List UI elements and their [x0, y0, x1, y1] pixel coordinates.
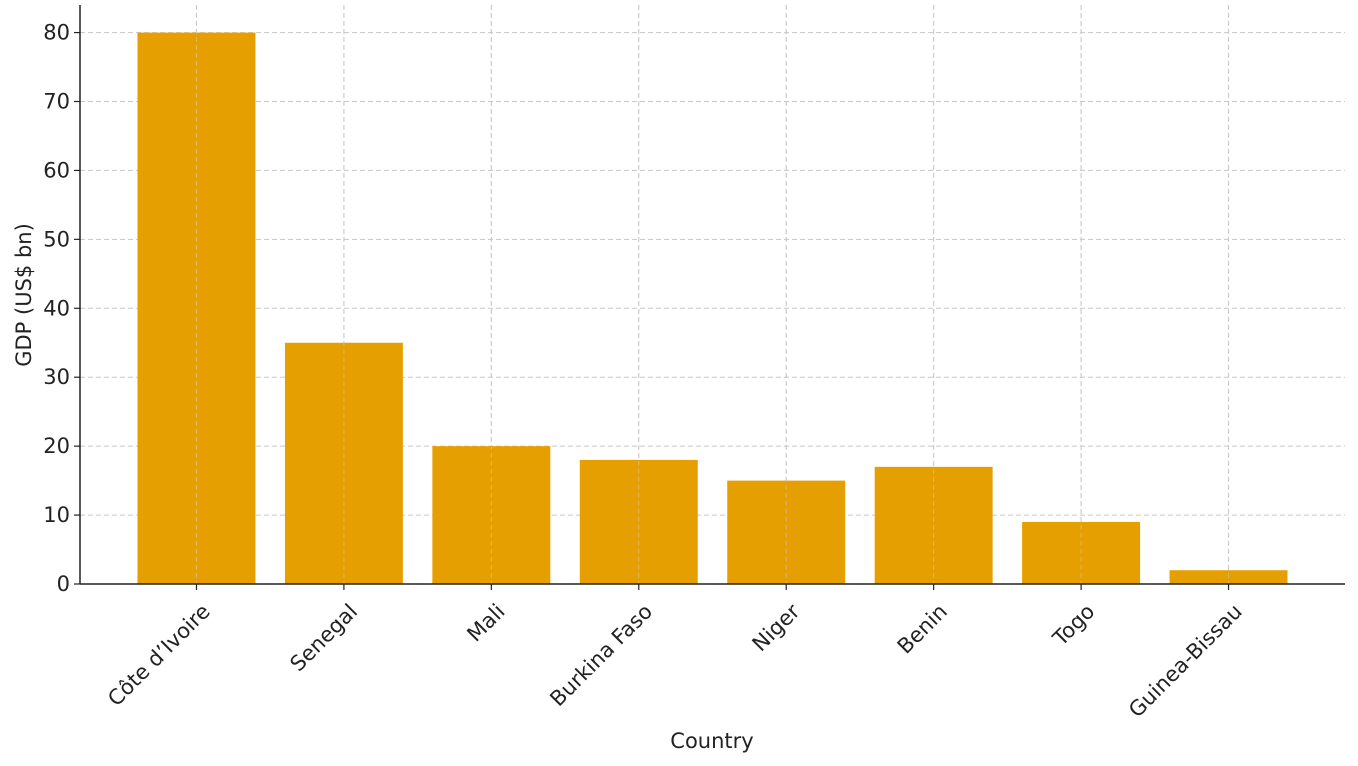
y-tick-label: 50 — [43, 227, 70, 251]
x-tick-label: Togo — [1048, 599, 1100, 651]
y-tick-label: 10 — [43, 503, 70, 527]
x-tick-label: Niger — [748, 599, 805, 656]
x-tick-label: Benin — [893, 599, 952, 658]
bar — [137, 32, 256, 585]
x-tick-label: Guinea-Bissau — [1124, 599, 1247, 722]
bar — [432, 446, 551, 584]
x-tick-label: Burkina Faso — [545, 599, 657, 711]
y-tick-label: 60 — [43, 158, 70, 182]
y-tick-label: 70 — [43, 90, 70, 114]
x-tick-label: Mali — [462, 599, 509, 646]
x-tick-label: Senegal — [285, 599, 362, 676]
y-tick-label: 0 — [57, 572, 70, 596]
y-axis-title: GDP (US$ bn) — [12, 223, 36, 367]
y-tick-label: 40 — [43, 296, 70, 320]
y-tick-label: 20 — [43, 434, 70, 458]
y-tick-label: 30 — [43, 365, 70, 389]
y-tick-label: 80 — [43, 21, 70, 45]
x-tick-label: Côte d’Ivoire — [103, 599, 215, 711]
x-axis-title: Country — [670, 729, 753, 753]
